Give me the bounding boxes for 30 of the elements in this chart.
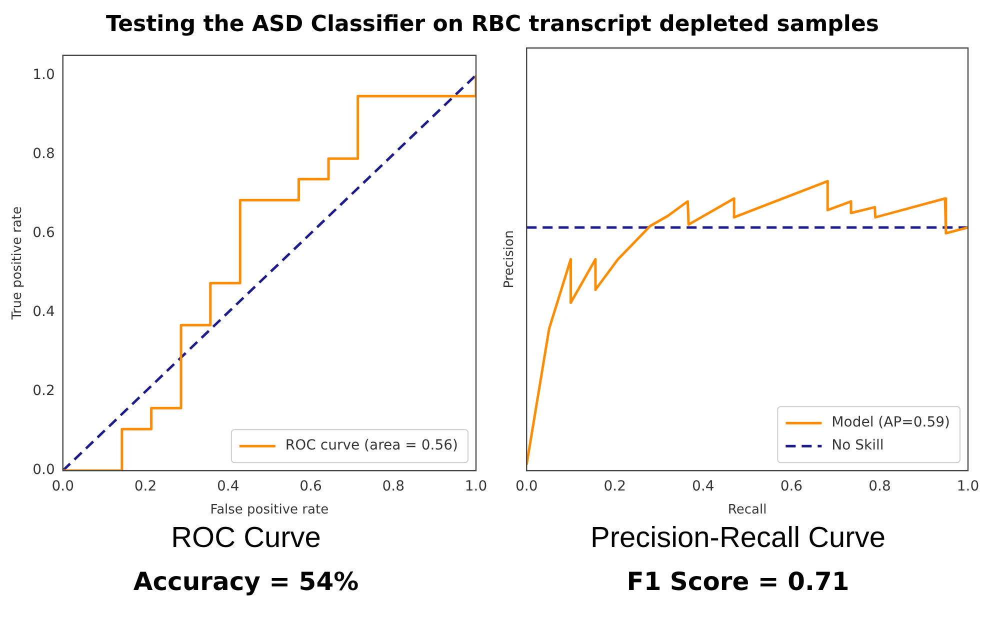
x-tick-label: 0.8 (868, 478, 891, 495)
x-tick-label: 0.0 (52, 478, 74, 495)
y-tick-label: 0.8 (32, 146, 55, 162)
y-tick-label: 0.0 (32, 462, 55, 478)
x-tick-label: 0.8 (382, 478, 405, 495)
y-tick-label: 1.0 (32, 66, 55, 83)
x-tick-label: 0.4 (692, 478, 714, 495)
legend-label: Model (AP=0.59) (832, 414, 950, 431)
x-tick-label: 0.2 (604, 478, 626, 495)
x-tick-label: 0.4 (216, 478, 240, 495)
y-tick-label: 0.6 (32, 224, 55, 241)
y-tick-label: 0.4 (32, 304, 55, 320)
x-axis-title: False positive rate (210, 502, 329, 518)
legend-label: No Skill (832, 438, 884, 454)
y-axis-title: Precision (502, 230, 518, 288)
x-tick-label: 0.6 (780, 478, 803, 495)
y-axis-title: True positive rate (10, 206, 26, 321)
x-tick-label: 0.2 (134, 478, 157, 495)
text: F1 Score = 0.71 (626, 567, 850, 596)
text: Accuracy = 54% (132, 567, 360, 596)
x-axis-title: Recall (728, 502, 767, 518)
y-tick-label: 0.2 (32, 383, 55, 400)
x-tick-label: 1.0 (956, 478, 980, 495)
text: Precision-Recall Curve (590, 522, 886, 555)
text: ROC Curve (170, 522, 322, 555)
chart-title: Testing the ASD Classifier on RBC transcript depleted samples (105, 12, 880, 37)
x-tick-label: 1.0 (464, 478, 488, 495)
x-tick-label: 0.0 (515, 478, 538, 495)
x-tick-label: 0.6 (300, 478, 322, 495)
legend-label: ROC curve (area = 0.56) (285, 438, 458, 454)
